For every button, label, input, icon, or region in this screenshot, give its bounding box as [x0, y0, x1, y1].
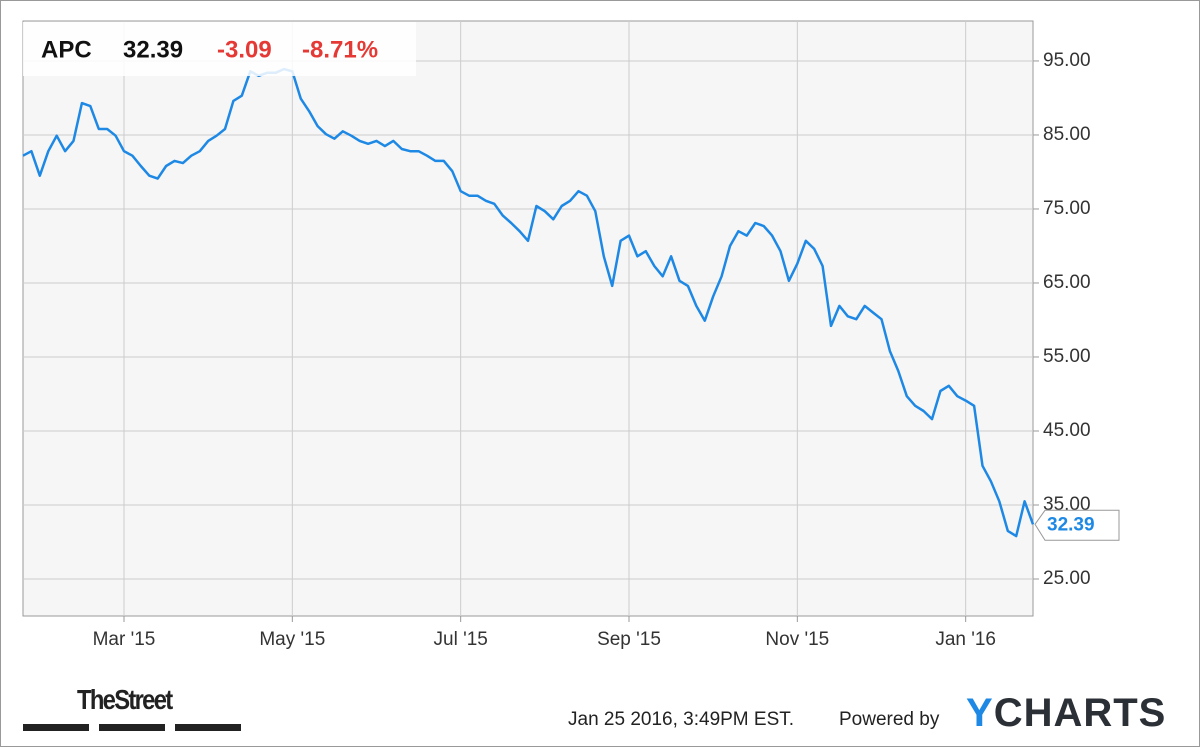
- logo-bar: [99, 724, 165, 731]
- x-tick-label: Jul '15: [434, 629, 488, 650]
- plot-area: [22, 20, 1034, 617]
- logo-bar: [175, 724, 241, 731]
- timestamp: Jan 25 2016, 3:49PM EST.: [568, 709, 795, 730]
- price-tag: 32.39: [1047, 514, 1095, 535]
- x-tick-label: Jan '16: [935, 629, 996, 650]
- powered-by: Powered by: [839, 709, 940, 730]
- y-tick-label: 35.00: [1043, 494, 1091, 515]
- x-tick-label: Mar '15: [93, 629, 156, 650]
- y-tick-label: 85.00: [1043, 124, 1091, 145]
- change: -3.09: [217, 36, 272, 63]
- x-tick-label: May '15: [259, 629, 325, 650]
- x-tick-label: Nov '15: [765, 629, 829, 650]
- grid: [23, 21, 1039, 622]
- price-tag-box: [1034, 509, 1120, 541]
- plot: [22, 67, 1035, 538]
- source-logo: TheStreet: [77, 684, 173, 715]
- y-tick-label: 75.00: [1043, 198, 1091, 219]
- y-tick-label: 65.00: [1043, 272, 1091, 293]
- x-tick-label: Sep '15: [597, 629, 661, 650]
- y-tick-label: 95.00: [1043, 50, 1091, 71]
- change-percent: -8.71%: [302, 36, 378, 63]
- price: 32.39: [123, 36, 183, 63]
- symbol: APC: [41, 36, 92, 63]
- y-tick-label: 25.00: [1043, 568, 1091, 589]
- logo-bar: [23, 724, 89, 731]
- y-tick-label: 55.00: [1043, 346, 1091, 367]
- y-tick-label: 45.00: [1043, 420, 1091, 441]
- price-line: [22, 67, 1035, 538]
- brand: YCHARTS: [966, 691, 1167, 735]
- header-box: [23, 22, 416, 76]
